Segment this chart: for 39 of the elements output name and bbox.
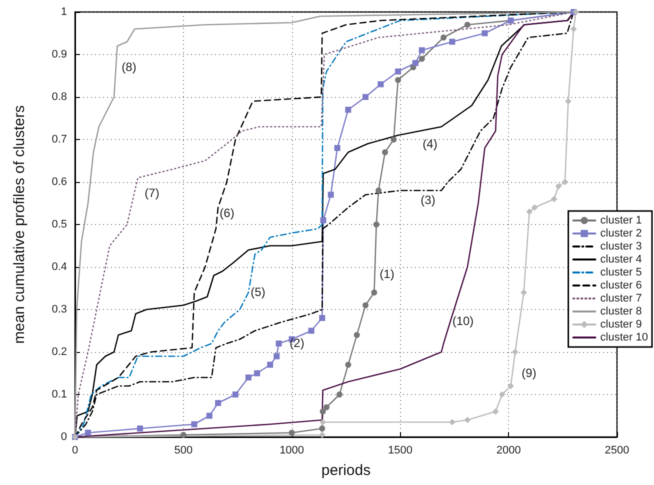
x-tick-label: 2000 <box>496 444 521 456</box>
annotation: (3) <box>420 193 436 207</box>
y-tick-label: 0.2 <box>52 346 67 358</box>
legend-label: cluster 8 <box>600 306 642 318</box>
x-tick-label: 1500 <box>388 444 412 456</box>
legend-label: cluster 1 <box>600 214 642 226</box>
x-tick-label: 2500 <box>604 444 630 456</box>
x-tick-label: 0 <box>72 444 78 456</box>
legend-label: cluster 5 <box>600 266 642 278</box>
y-tick-label: 0.9 <box>52 48 67 60</box>
y-tick-label: 0.4 <box>52 261 67 273</box>
annotation: (4) <box>422 137 438 151</box>
annotation: (9) <box>522 366 536 380</box>
annotation: (8) <box>122 60 136 74</box>
y-tick-label: 0.5 <box>52 218 67 230</box>
annotation: (6) <box>220 206 234 220</box>
annotation: (5) <box>250 285 266 299</box>
y-tick-label: 0.3 <box>52 304 67 316</box>
annotation: (10) <box>452 314 474 328</box>
y-tick-label: 0.1 <box>52 388 67 400</box>
annotation: (7) <box>144 186 160 200</box>
legend-label: cluster 10 <box>600 332 648 344</box>
x-tick-label: 500 <box>174 444 193 456</box>
y-tick-label: 1 <box>60 6 67 18</box>
annotation: (2) <box>290 336 304 350</box>
y-tick-label: 0.6 <box>52 176 67 188</box>
y-axis-title: mean cumulative profiles of clusters <box>11 105 28 344</box>
legend-label: cluster 6 <box>600 280 642 292</box>
legend-label: cluster 2 <box>600 228 642 240</box>
y-tick-label: 0.7 <box>52 134 67 146</box>
legend-label: cluster 7 <box>600 292 642 304</box>
legend-label: cluster 4 <box>600 254 642 266</box>
y-tick-label: 0 <box>60 431 67 443</box>
annotation: (1) <box>380 267 394 281</box>
x-axis-title: periods <box>321 462 371 479</box>
legend-label: cluster 3 <box>600 240 642 252</box>
legend-label: cluster 9 <box>600 318 642 330</box>
y-tick-label: 0.8 <box>52 91 67 103</box>
x-tick-label: 1000 <box>280 444 304 456</box>
